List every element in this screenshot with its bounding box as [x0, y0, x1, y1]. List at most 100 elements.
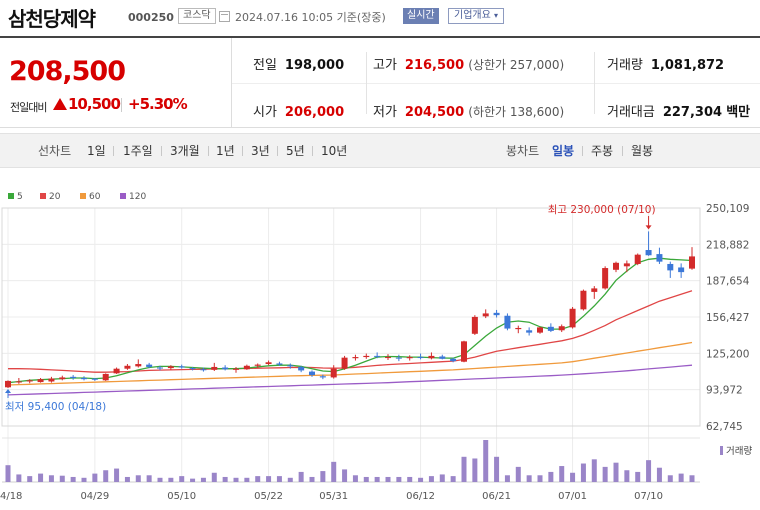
open-cell: 시가 206,000: [253, 101, 344, 120]
candle-body: [385, 357, 391, 359]
volume-bar: [309, 476, 315, 482]
x-tick-label: 06/12: [406, 491, 435, 502]
plot-frame: [1, 207, 701, 427]
chart-grid: [1, 207, 701, 483]
volume-bar: [331, 461, 337, 482]
candle-body: [5, 380, 11, 388]
volume-bar: [439, 474, 445, 482]
volume-bar: [48, 475, 54, 482]
legend-swatch: [40, 193, 46, 199]
candle-body: [319, 376, 326, 378]
legend-ma120: 120: [120, 192, 146, 202]
volume-bar: [287, 477, 293, 482]
candle-body: [352, 357, 359, 359]
legend-label: 5: [17, 192, 23, 202]
candle-body: [211, 366, 218, 370]
tab-3y[interactable]: 3년: [251, 144, 270, 158]
volume-label: 거래량: [607, 58, 643, 73]
candle-body: [689, 256, 695, 269]
divider: [622, 146, 623, 156]
legend-label: 60: [89, 192, 101, 202]
candle-body: [602, 268, 609, 289]
company-info-label: 기업개요: [454, 10, 491, 21]
volume-bar: [504, 475, 510, 482]
candle-body: [37, 379, 44, 383]
volume-bar: [537, 475, 543, 482]
tab-5y[interactable]: 5년: [286, 144, 305, 158]
x-tick-label: 07/01: [558, 491, 587, 502]
volume-bar: [135, 475, 141, 482]
quote-time: 2024.07.16 10:05 기준(장중): [235, 11, 386, 24]
volume-bar: [320, 471, 326, 482]
candle-body: [461, 341, 467, 362]
candle-body: [265, 362, 272, 365]
up-triangle-icon: [53, 98, 67, 110]
candle-body: [178, 366, 185, 368]
candle-body: [515, 327, 522, 330]
x-tick-label: 05/22: [254, 491, 283, 502]
prev-close-value: 198,000: [284, 58, 345, 73]
candle-body: [243, 365, 250, 370]
volume-bar: [689, 475, 695, 482]
volume-bar: [548, 471, 554, 482]
tab-3m[interactable]: 3개월: [170, 144, 200, 158]
annotations: 최고 230,000 (07/10) 최저 95,400 (04/18): [5, 204, 656, 413]
tab-1y[interactable]: 1년: [216, 144, 235, 158]
candle-body: [102, 373, 109, 381]
candle-body: [569, 308, 576, 328]
y-axis: 250,109 218,882 187,654 156,427 125,200 93,97…: [706, 203, 750, 433]
volume-bar: [515, 466, 521, 482]
volume-bar: [190, 478, 196, 482]
divider: [366, 52, 367, 114]
legend-swatch: [8, 193, 14, 199]
volume-bar: [244, 477, 250, 482]
volume-bar: [342, 469, 348, 482]
volume-bar: [266, 476, 272, 482]
candle-body: [167, 366, 174, 369]
volume-legend-swatch: [720, 446, 723, 455]
candle-body: [254, 364, 261, 366]
candle-body: [656, 254, 663, 262]
divider: [277, 146, 278, 156]
volume-bar: [646, 460, 652, 482]
candle-body: [48, 378, 55, 382]
volume-bar: [678, 473, 684, 482]
divider: [232, 83, 760, 84]
stock-name: 삼천당제약: [8, 7, 96, 31]
moving-averages: [7, 257, 693, 396]
candle-body: [450, 358, 457, 362]
y-tick-label: 250,109: [706, 203, 749, 215]
volume-bar: [168, 477, 174, 482]
tab-weekly[interactable]: 주봉: [591, 144, 614, 158]
low-value: 204,500: [404, 105, 465, 120]
volume-bar: [38, 473, 44, 482]
tab-10y[interactable]: 10년: [321, 144, 348, 158]
candle-body: [678, 267, 685, 273]
volume-bar: [114, 468, 120, 482]
ma20-line: [8, 290, 693, 373]
tab-monthly[interactable]: 월봉: [631, 144, 654, 158]
low-label: 저가: [373, 105, 397, 120]
tab-1d[interactable]: 1일: [87, 144, 106, 158]
candle-body: [623, 263, 630, 267]
company-info-dropdown[interactable]: 기업개요 ▾: [448, 8, 505, 24]
amount-label: 거래대금: [607, 105, 655, 120]
max-price-label: 최고 230,000 (07/10): [548, 204, 656, 216]
tab-1w[interactable]: 1주일: [123, 144, 153, 158]
volume-bar: [124, 476, 130, 482]
tab-daily[interactable]: 일봉: [552, 144, 575, 158]
current-price: 208,500: [9, 56, 126, 87]
candle-chart-label: 봉차트: [506, 144, 540, 158]
y-tick-label: 187,654: [706, 276, 750, 288]
line-chart-label: 선차트: [38, 144, 72, 158]
chart-tabs: 선차트 1일 1주일 3개월 1년 3년 5년 10년 봉차트 일봉 주봉 월봉: [0, 133, 760, 168]
candle-body: [124, 365, 131, 369]
volume-bar: [472, 458, 478, 482]
volume-legend-label: 거래량: [726, 445, 752, 457]
candle-body: [504, 315, 511, 329]
candle-body: [330, 368, 337, 378]
divider: [113, 146, 114, 156]
realtime-button[interactable]: 실시간: [403, 8, 439, 24]
volume-bar: [146, 475, 152, 482]
